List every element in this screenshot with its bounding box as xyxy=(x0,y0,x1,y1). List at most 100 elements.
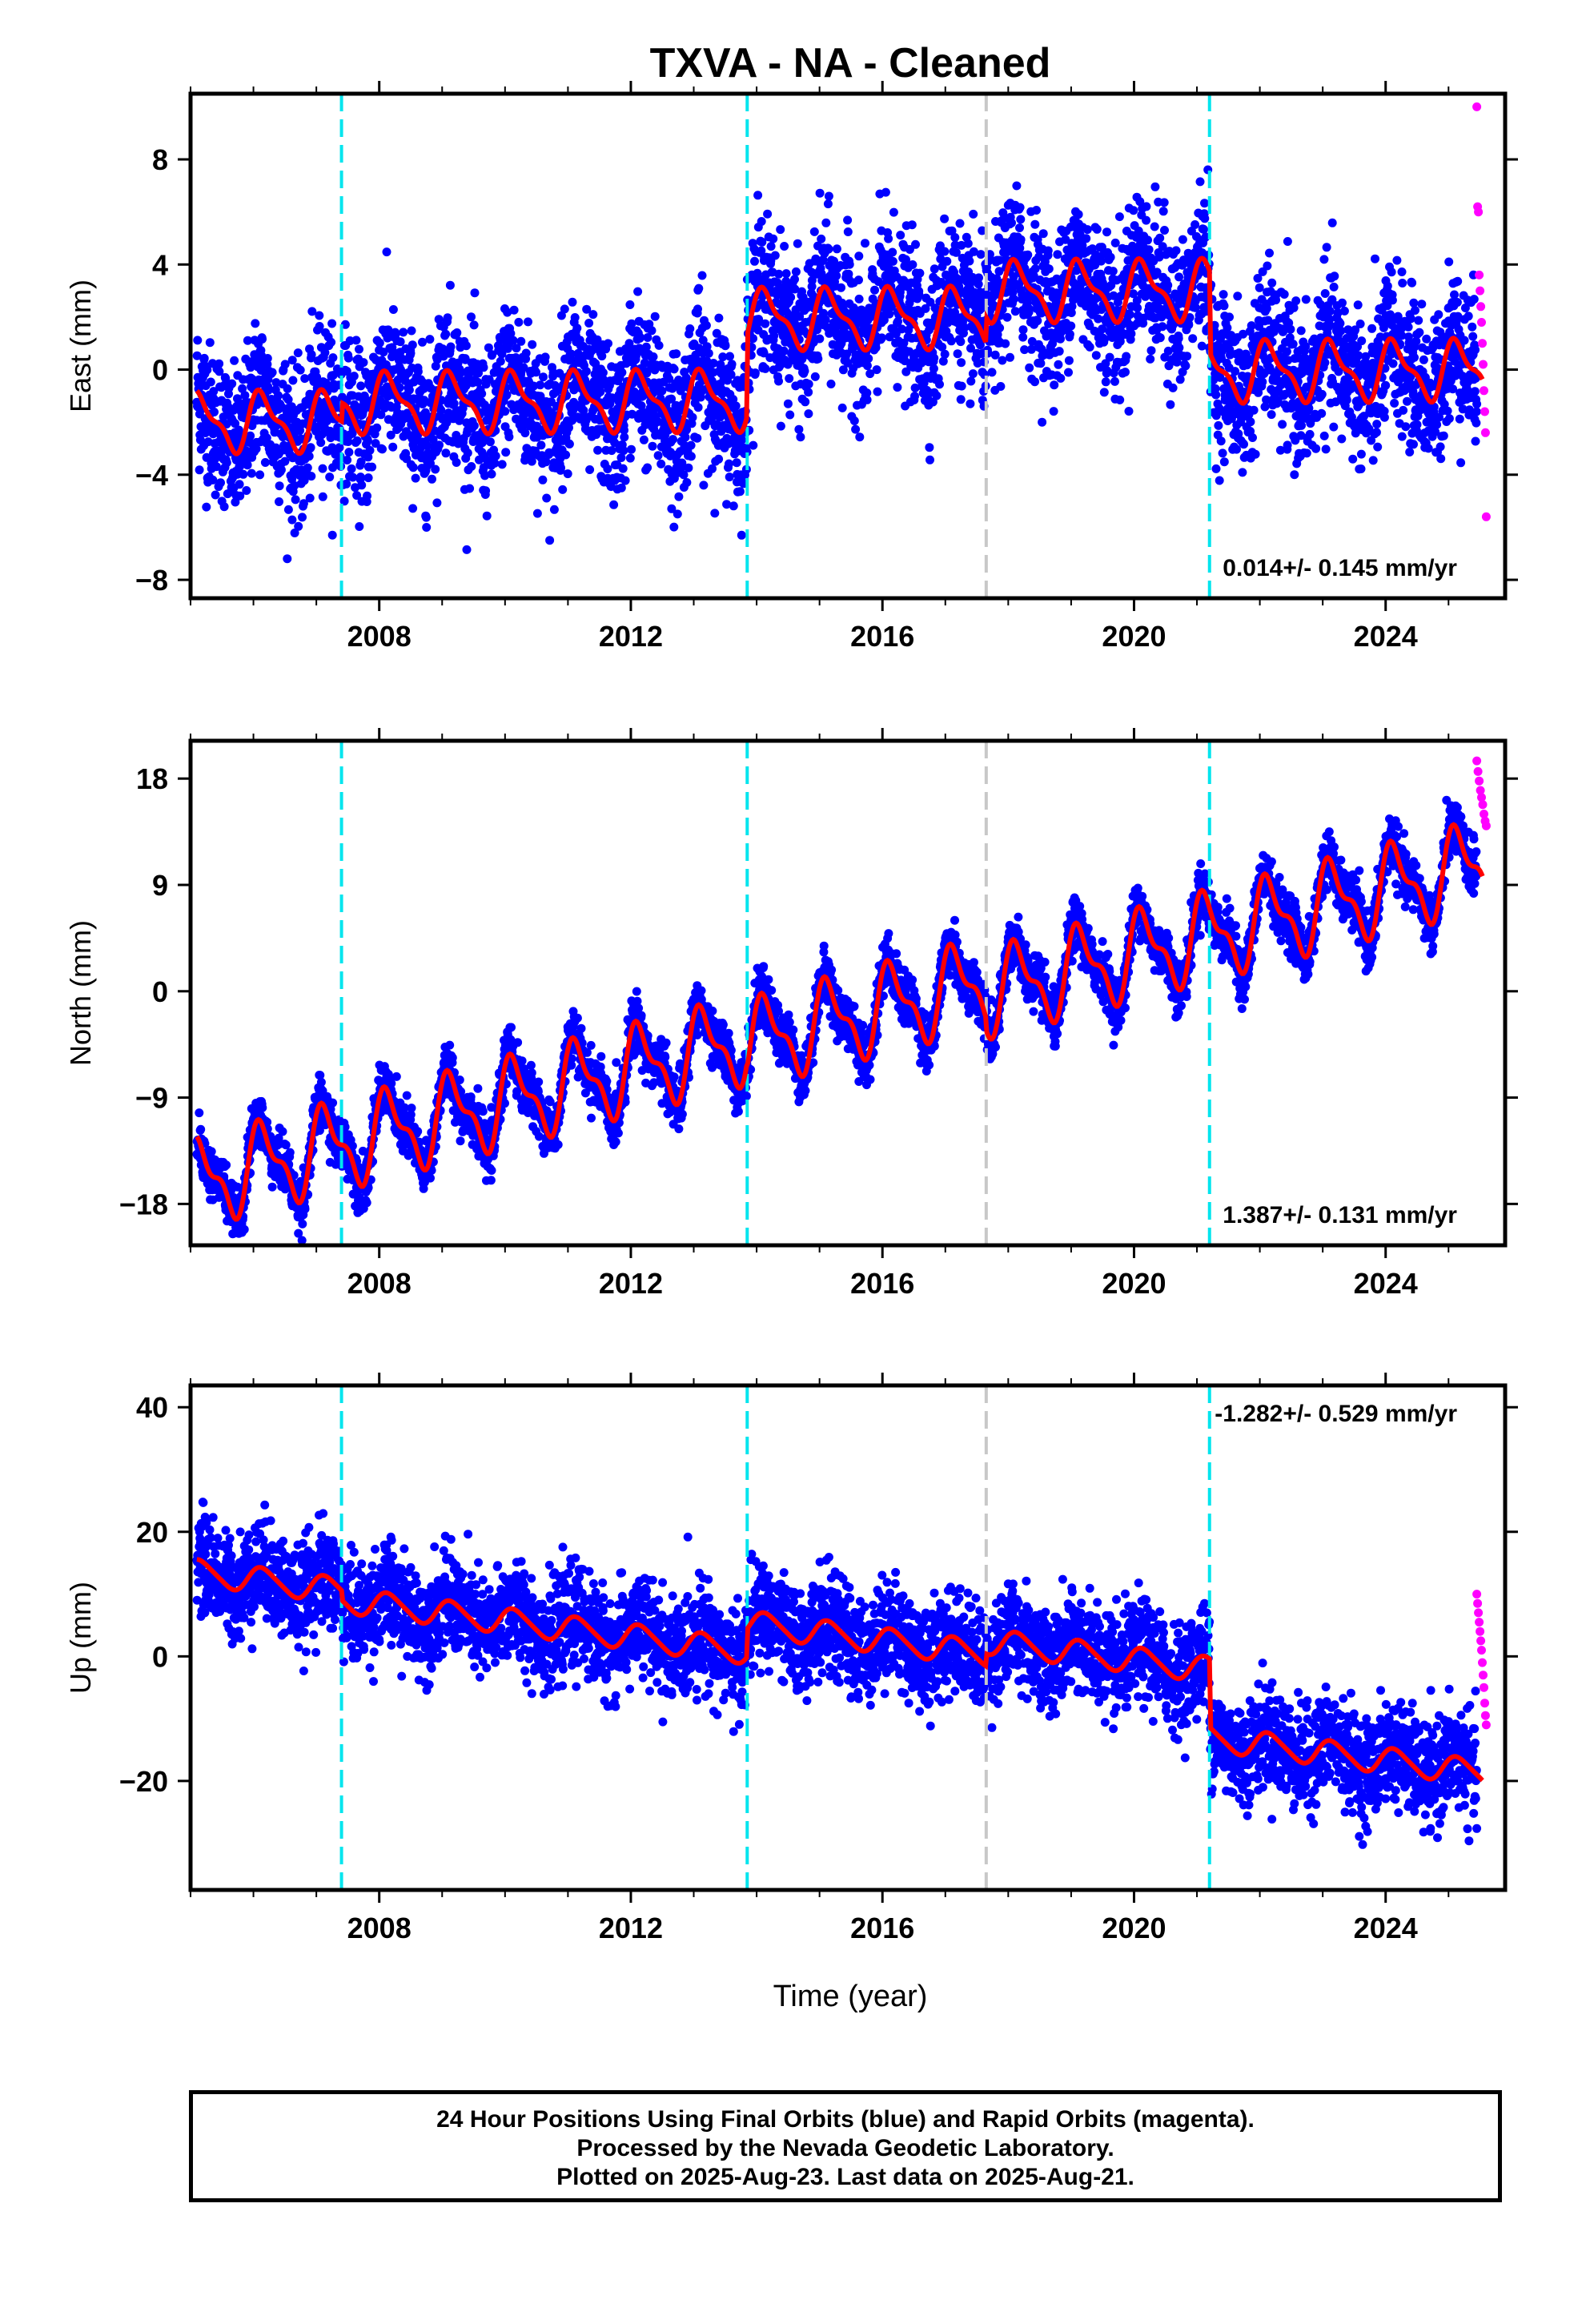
final-orbit-point xyxy=(1158,322,1167,332)
final-orbit-point xyxy=(1431,427,1440,436)
final-orbit-point xyxy=(862,395,872,404)
final-orbit-point xyxy=(815,334,825,344)
final-orbit-point xyxy=(1188,334,1198,344)
final-orbit-point xyxy=(742,447,752,456)
final-orbit-point xyxy=(1367,436,1376,445)
final-orbit-point xyxy=(794,424,804,434)
final-orbit-point xyxy=(633,287,643,296)
final-orbit-point xyxy=(757,237,767,247)
final-orbit-point xyxy=(1286,324,1295,334)
final-orbit-point xyxy=(804,380,813,389)
final-orbit-point xyxy=(1033,316,1042,326)
final-orbit-point xyxy=(1305,429,1315,439)
rapid-orbit-point xyxy=(1475,270,1484,279)
final-orbit-point xyxy=(1231,367,1240,376)
final-orbit-point xyxy=(1470,387,1480,396)
x-tick-label: 2024 xyxy=(1354,620,1418,653)
final-orbit-point xyxy=(344,448,354,457)
final-orbit-point xyxy=(480,471,490,480)
final-orbit-point xyxy=(1108,267,1118,276)
final-orbit-point xyxy=(657,386,667,396)
final-orbit-point xyxy=(1092,224,1102,234)
final-orbit-point xyxy=(823,199,833,209)
final-orbit-point xyxy=(581,367,591,376)
final-orbit-point xyxy=(328,353,338,363)
final-orbit-point xyxy=(1282,347,1291,356)
final-orbit-point xyxy=(956,395,966,404)
final-orbit-point xyxy=(1460,304,1470,312)
final-orbit-point xyxy=(1197,341,1207,351)
final-orbit-point xyxy=(1158,242,1167,251)
final-orbit-point xyxy=(568,297,577,307)
final-orbit-point xyxy=(318,464,327,473)
final-orbit-point xyxy=(469,320,479,330)
final-orbit-point xyxy=(915,268,925,278)
final-orbit-point xyxy=(1251,449,1260,459)
final-orbit-point xyxy=(938,342,947,352)
final-orbit-point xyxy=(243,460,252,470)
final-orbit-point xyxy=(569,397,579,407)
final-orbit-point xyxy=(211,462,221,472)
final-orbit-point xyxy=(542,493,552,503)
final-orbit-point xyxy=(1255,283,1264,292)
final-orbit-point xyxy=(810,372,820,381)
final-orbit-point xyxy=(1094,314,1103,324)
final-orbit-point xyxy=(1423,444,1433,453)
final-orbit-point xyxy=(1436,454,1446,464)
final-orbit-point xyxy=(1333,308,1343,318)
rapid-orbit-point xyxy=(1476,302,1486,312)
final-orbit-point xyxy=(363,452,373,462)
final-orbit-point xyxy=(564,440,574,448)
final-orbit-point xyxy=(624,339,634,348)
final-orbit-point xyxy=(774,269,784,279)
final-orbit-point xyxy=(667,504,677,513)
final-orbit-point xyxy=(625,300,635,309)
final-orbit-point xyxy=(900,356,909,366)
final-orbit-point xyxy=(496,356,505,366)
rapid-orbit-point xyxy=(1479,360,1488,369)
final-orbit-point xyxy=(1223,323,1232,332)
y-tick-label: −4 xyxy=(135,459,168,492)
final-orbit-point xyxy=(227,379,237,388)
final-orbit-point xyxy=(800,366,809,376)
final-orbit-point xyxy=(729,395,738,404)
final-orbit-point xyxy=(363,436,372,445)
final-orbit-point xyxy=(290,480,299,490)
final-orbit-point xyxy=(408,340,417,350)
final-orbit-point xyxy=(235,491,245,501)
final-orbit-point xyxy=(1468,332,1478,341)
final-orbit-point xyxy=(1234,429,1243,439)
final-orbit-point xyxy=(679,470,689,480)
final-orbit-point xyxy=(824,191,833,201)
final-orbit-point xyxy=(688,412,697,422)
final-orbit-point xyxy=(636,332,644,342)
final-orbit-point xyxy=(247,468,256,478)
final-orbit-point xyxy=(873,387,882,396)
final-orbit-point xyxy=(508,336,518,345)
final-orbit-point xyxy=(641,342,651,352)
east-model-curve xyxy=(195,255,1485,456)
final-orbit-point xyxy=(199,353,209,363)
final-orbit-point xyxy=(503,308,512,317)
final-orbit-point xyxy=(327,530,337,540)
final-orbit-point xyxy=(588,310,598,320)
final-orbit-point xyxy=(1414,316,1423,325)
final-orbit-point xyxy=(283,395,293,404)
final-orbit-point xyxy=(1001,339,1010,348)
final-orbit-point xyxy=(339,497,349,506)
final-orbit-point xyxy=(925,443,934,452)
final-orbit-point xyxy=(1064,368,1073,377)
final-orbit-point xyxy=(648,441,657,451)
final-orbit-point xyxy=(425,335,435,344)
final-orbit-point xyxy=(639,435,648,444)
final-orbit-point xyxy=(804,409,813,419)
final-orbit-point xyxy=(714,454,724,464)
final-orbit-point xyxy=(203,365,212,375)
final-orbit-point xyxy=(761,364,770,373)
final-orbit-point xyxy=(500,407,510,416)
final-orbit-point xyxy=(974,279,983,289)
final-orbit-point xyxy=(685,324,695,333)
final-orbit-point xyxy=(851,424,861,434)
final-orbit-point xyxy=(620,432,629,442)
